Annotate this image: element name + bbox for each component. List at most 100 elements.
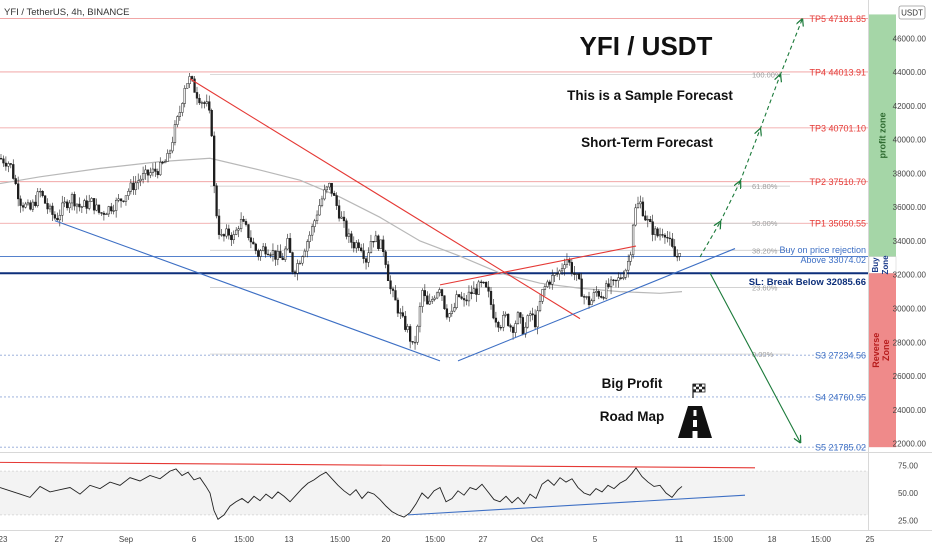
candle-body — [242, 219, 245, 222]
candle-body — [247, 224, 250, 238]
candle-body — [458, 294, 461, 298]
y-tick-label: 36000.00 — [893, 203, 927, 212]
y-tick-label: 40000.00 — [893, 136, 927, 145]
road-icon — [678, 406, 712, 438]
currency-badge[interactable]: USDT — [901, 9, 923, 18]
candle-body — [200, 102, 204, 104]
candle-body — [83, 200, 86, 208]
candle-body — [217, 215, 221, 235]
price-level-label: TP4 44013.91 — [809, 67, 866, 77]
candle-body — [401, 312, 404, 317]
candle-body — [252, 241, 255, 245]
candle-body — [85, 200, 88, 209]
candle-body — [303, 250, 306, 257]
candle-body — [203, 102, 206, 104]
candle-body — [117, 198, 120, 201]
candle-body — [208, 101, 211, 111]
candle-body — [105, 213, 108, 216]
candle-body — [654, 228, 657, 235]
forecast-up-leg — [759, 76, 780, 130]
candle-body — [4, 162, 8, 167]
candle-body — [127, 190, 130, 196]
candle-body — [384, 251, 387, 265]
candle-body — [70, 194, 74, 204]
candle-body — [139, 178, 142, 182]
candle-body — [90, 198, 93, 202]
candle-body — [475, 288, 478, 295]
candle-body — [600, 296, 603, 298]
candle-body — [467, 291, 471, 302]
candle-body — [137, 180, 140, 184]
candle-body — [227, 228, 230, 236]
candle-body — [244, 221, 248, 225]
candle-body — [484, 281, 488, 288]
x-tick-label: 15:00 — [713, 535, 734, 544]
candle-body — [499, 326, 502, 329]
candle-body — [477, 281, 480, 295]
candle-body — [146, 169, 150, 176]
y-tick-label: 44000.00 — [893, 68, 927, 77]
x-tick-label: 6 — [192, 535, 197, 544]
candle-body — [274, 250, 277, 260]
x-tick-label: 27 — [55, 535, 64, 544]
candle-body — [166, 153, 169, 162]
profit-zone — [869, 14, 896, 257]
candle-body — [235, 229, 238, 235]
candle-body — [17, 183, 20, 200]
candle-body — [279, 251, 282, 259]
candle-body — [340, 216, 343, 219]
candle-body — [188, 76, 191, 84]
candle-body — [232, 234, 235, 241]
candle-body — [53, 214, 57, 219]
forecast-up-leg — [739, 130, 760, 183]
candle-body — [112, 210, 115, 212]
candle-body — [639, 201, 642, 205]
candle-body — [367, 252, 370, 263]
candle-body — [122, 200, 125, 202]
candle-body — [156, 171, 159, 176]
fib-label: 38.20% — [752, 246, 778, 255]
candle-body — [597, 291, 600, 297]
candle-body — [195, 92, 199, 99]
fib-label: 100.00% — [752, 71, 782, 80]
candle-body — [421, 290, 424, 307]
candle-body — [548, 281, 551, 285]
candle-body — [239, 219, 243, 229]
candle-body — [453, 307, 456, 312]
candle-body — [164, 161, 167, 164]
candle-body — [629, 254, 632, 262]
candle-body — [482, 281, 485, 284]
candle-body — [605, 283, 608, 299]
candle-body — [580, 278, 583, 297]
candle-body — [386, 264, 390, 282]
moving-average-line — [0, 157, 683, 294]
candle-body — [266, 253, 270, 256]
forecast-up-leg — [719, 182, 740, 223]
candle-body — [88, 201, 91, 209]
buy-zone-label-1: Buy — [871, 257, 880, 273]
x-tick-label: 15:00 — [330, 535, 351, 544]
currency-badge-box[interactable] — [898, 5, 926, 20]
candle-body — [58, 215, 61, 221]
candle-body — [360, 247, 363, 251]
candle-body — [264, 246, 267, 255]
candle-body — [369, 241, 373, 254]
candle-body — [73, 194, 76, 207]
candle-body — [448, 313, 451, 318]
candle-body — [404, 315, 407, 330]
candle-body — [546, 281, 549, 287]
candle-body — [411, 341, 414, 343]
candle-body — [614, 279, 618, 282]
candle-body — [115, 199, 118, 211]
candle-body — [511, 326, 515, 333]
candle-body — [301, 256, 304, 264]
finish-flag-icon — [692, 383, 706, 398]
buy-rejection-label: Buy on price rejection — [779, 245, 866, 255]
candle-body — [445, 308, 449, 318]
reverse-zone — [869, 273, 896, 448]
y-tick-label: 30000.00 — [893, 305, 927, 314]
x-tick-label: 11 — [675, 535, 684, 544]
candle-body — [627, 261, 630, 271]
